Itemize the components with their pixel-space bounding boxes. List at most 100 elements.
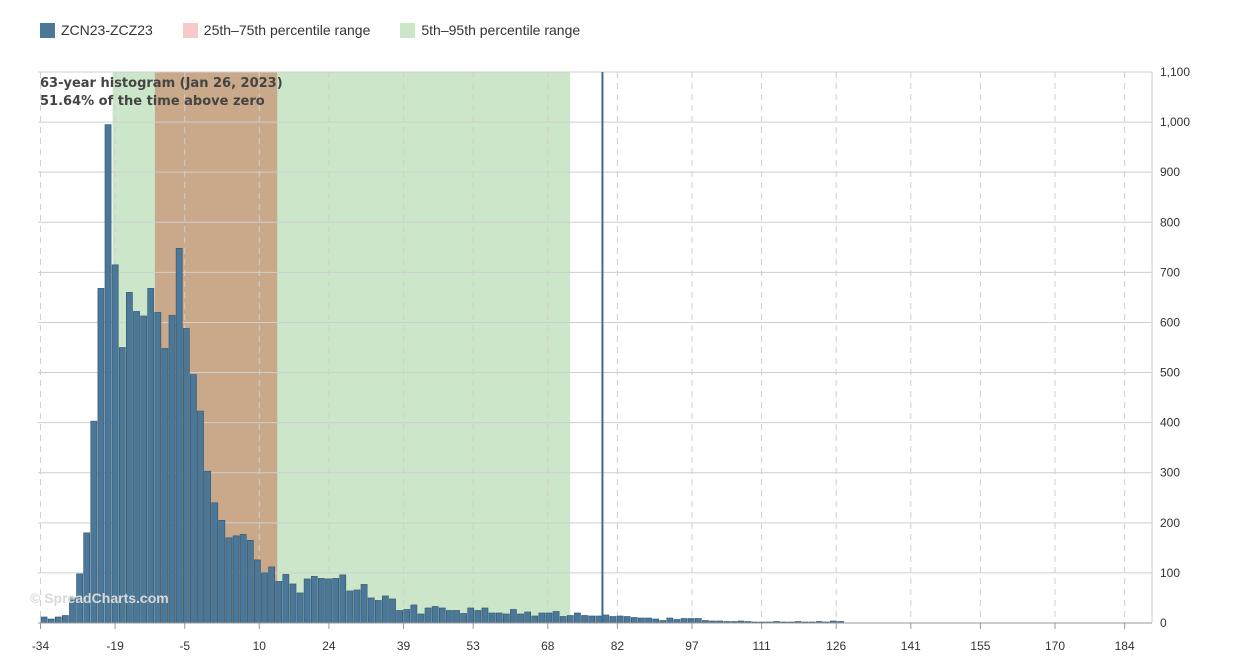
- histogram-bar: [140, 315, 147, 624]
- histogram-bar: [566, 615, 574, 624]
- watermark: © SpreadCharts.com: [30, 590, 169, 606]
- histogram-bar: [190, 374, 197, 624]
- legend-swatch-p5-95: [400, 22, 416, 38]
- histogram-bar: [382, 595, 389, 624]
- histogram-bar: [389, 598, 396, 624]
- histogram-bar: [197, 410, 204, 624]
- histogram-bar: [431, 606, 439, 624]
- y-tick-label-8: 800: [1160, 215, 1180, 229]
- histogram-bar: [609, 616, 617, 624]
- histogram-bar: [62, 615, 69, 624]
- histogram-bar: [545, 612, 553, 624]
- histogram-bar: [616, 615, 624, 624]
- y-tick-label-10: 1,000: [1160, 115, 1190, 129]
- histogram-bar: [346, 590, 354, 624]
- histogram-bar: [438, 607, 446, 624]
- histogram-bar: [481, 607, 489, 624]
- histogram-bar: [318, 578, 325, 624]
- legend-item-p25-75[interactable]: 25th–75th percentile range: [182, 22, 371, 38]
- histogram-bar: [673, 619, 681, 624]
- histogram-bar: [168, 315, 176, 624]
- histogram-bar: [517, 613, 524, 624]
- x-tick-label-11: 126: [826, 639, 846, 653]
- histogram-bar: [325, 578, 332, 624]
- histogram-bar: [303, 578, 311, 624]
- histogram-bar: [296, 592, 304, 624]
- histogram-bar: [261, 572, 268, 624]
- histogram-bar: [652, 618, 660, 624]
- legend-swatch-p25-75: [182, 22, 198, 38]
- legend-item-p5-95[interactable]: 5th–95th percentile range: [400, 22, 580, 38]
- histogram-bar: [310, 576, 318, 624]
- x-tick-label-14: 170: [1045, 639, 1065, 653]
- y-tick-label-3: 300: [1160, 466, 1180, 480]
- histogram-bar: [417, 613, 425, 624]
- x-tick-label-12: 141: [901, 639, 921, 653]
- histogram-bar: [83, 532, 91, 624]
- histogram-bar: [47, 618, 55, 624]
- histogram-bar: [502, 613, 510, 624]
- histogram-bar: [225, 537, 233, 624]
- y-tick-label-1: 100: [1160, 566, 1180, 580]
- histogram-bar: [687, 618, 695, 624]
- histogram-bar: [40, 616, 48, 624]
- histogram-bar: [218, 520, 226, 624]
- histogram-bar: [175, 248, 183, 624]
- y-tick-label-7: 700: [1160, 265, 1180, 279]
- histogram-bar: [133, 311, 140, 624]
- histogram-bar: [374, 600, 382, 624]
- x-tick-label-10: 111: [752, 639, 771, 653]
- x-tick-label-13: 155: [970, 639, 990, 653]
- histogram-bar: [588, 615, 595, 624]
- grid-layer: [38, 71, 1153, 624]
- histogram-bar: [111, 264, 119, 624]
- y-tick-label-6: 600: [1160, 315, 1180, 329]
- x-tick-label-9: 97: [685, 639, 699, 653]
- histogram-bar: [574, 612, 581, 624]
- y-tick-label-2: 200: [1160, 516, 1180, 530]
- histogram-bar: [488, 612, 496, 624]
- x-tick-label-6: 53: [466, 639, 480, 653]
- legend-swatch-series: [40, 22, 55, 38]
- histogram-bar: [510, 609, 517, 624]
- histogram-bar: [453, 610, 460, 624]
- x-tick-label-0: -34: [32, 639, 50, 653]
- histogram-bar: [353, 589, 361, 624]
- histogram-bar: [446, 610, 453, 624]
- histogram-bar: [694, 618, 702, 624]
- legend: ZCN23-ZCZ23 25th–75th percentile range 5…: [40, 20, 610, 40]
- histogram-bar: [360, 584, 368, 624]
- x-tick-label-8: 82: [611, 639, 625, 653]
- legend-item-series[interactable]: ZCN23-ZCZ23: [40, 22, 153, 38]
- x-tick-label-7: 68: [541, 639, 555, 653]
- histogram-bar: [254, 559, 261, 624]
- histogram-bar: [97, 288, 105, 624]
- histogram-bar: [54, 616, 62, 624]
- histogram-bar: [147, 288, 155, 624]
- histogram-bar: [495, 612, 503, 624]
- histogram-bar: [559, 616, 567, 624]
- x-tick-label-5: 39: [397, 639, 411, 653]
- histogram-bar: [424, 607, 432, 624]
- histogram-bar: [410, 604, 418, 624]
- histogram-bar: [154, 312, 162, 624]
- x-tick-label-15: 184: [1115, 639, 1135, 653]
- y-tick-label-4: 400: [1160, 416, 1180, 430]
- x-tick-label-2: -5: [179, 639, 190, 653]
- y-tick-label-11: 1,100: [1160, 65, 1190, 79]
- histogram-bar: [602, 614, 610, 624]
- histogram-bar: [118, 347, 126, 624]
- histogram-bar: [638, 617, 645, 624]
- histogram-bar: [246, 540, 254, 624]
- histogram-bar: [524, 611, 531, 624]
- histogram-bar: [232, 535, 240, 624]
- histogram-bar: [623, 616, 631, 624]
- histogram-bar: [474, 610, 482, 624]
- histogram-bar: [680, 618, 688, 624]
- histogram-bar: [460, 613, 467, 624]
- histogram-bar: [630, 617, 638, 624]
- legend-label-p25-75: 25th–75th percentile range: [203, 22, 371, 38]
- histogram-bar: [552, 611, 560, 624]
- histogram-bar: [403, 609, 411, 624]
